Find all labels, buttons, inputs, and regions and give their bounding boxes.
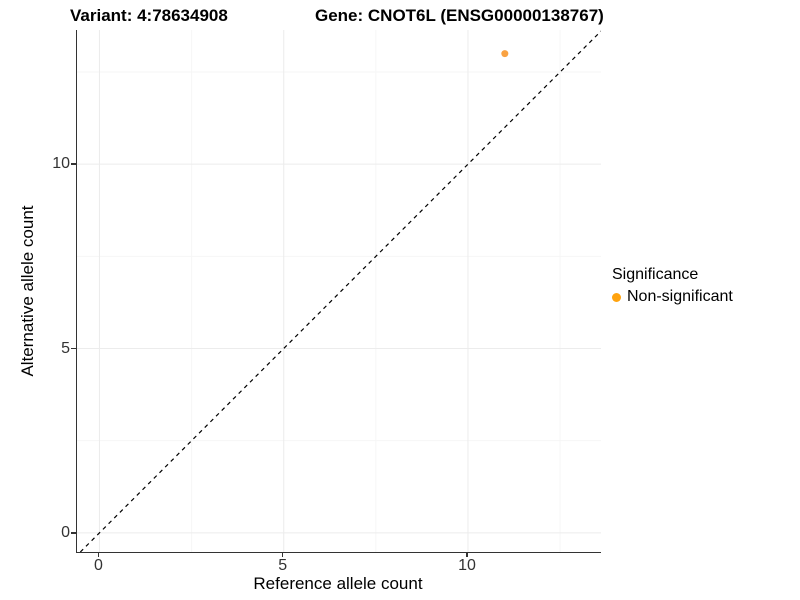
plot-panel [76, 30, 601, 553]
x-tick-label: 5 [278, 557, 288, 574]
x-tick-mark [281, 552, 284, 557]
gene-title: Gene: CNOT6L (ENSG00000138767) [315, 6, 604, 25]
y-tick-mark [71, 347, 76, 350]
y-tick-mark [71, 532, 76, 534]
y-tick-label: 5 [61, 339, 70, 357]
data-point [501, 50, 509, 58]
y-tick-label: 0 [61, 523, 70, 541]
x-tick-mark [466, 552, 468, 557]
x-tick-label: 0 [94, 557, 103, 574]
legend: Significance Non-significant [612, 266, 733, 306]
y-tick-mark [71, 163, 76, 165]
variant-title: Variant: 4:78634908 [70, 6, 228, 25]
identity-line [79, 30, 601, 552]
x-tick-label: 10 [458, 557, 476, 574]
y-tick-label: 10 [52, 155, 70, 173]
x-tick-mark [97, 552, 100, 557]
y-axis-title: Alternative allele count [18, 205, 37, 377]
plot-canvas [77, 30, 601, 552]
legend-item-non-significant: Non-significant [612, 288, 733, 306]
legend-item-label: Non-significant [627, 288, 733, 305]
x-axis-title: Reference allele count [253, 574, 423, 593]
legend-point-icon [612, 292, 621, 302]
legend-title: Significance [612, 266, 699, 283]
